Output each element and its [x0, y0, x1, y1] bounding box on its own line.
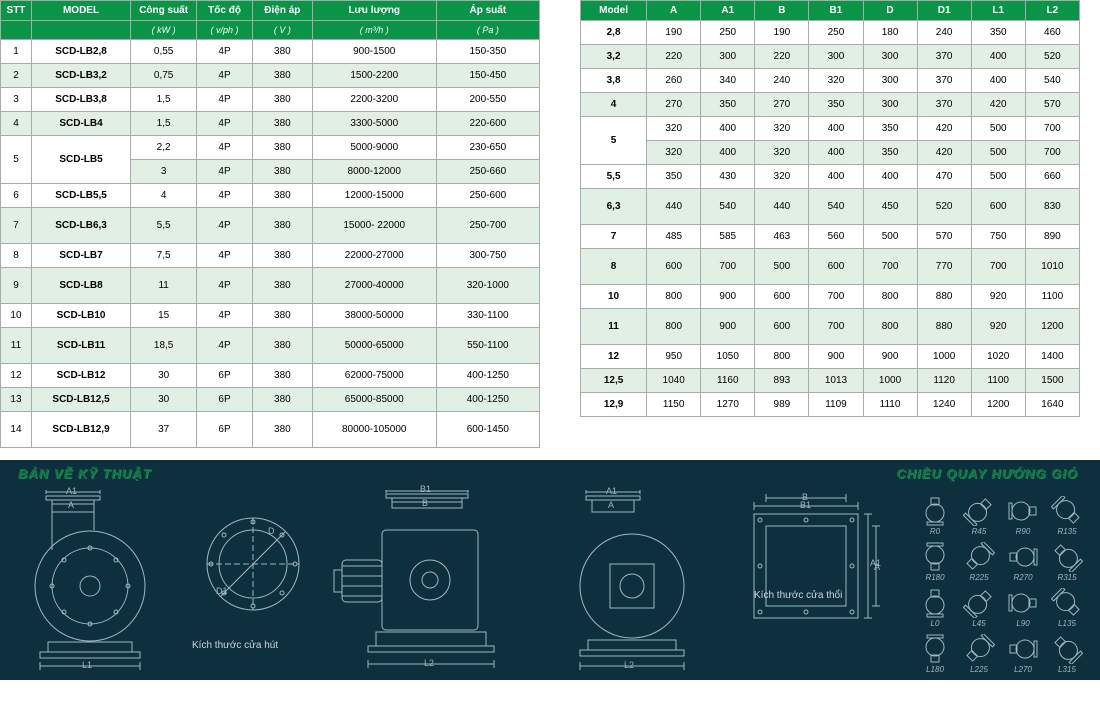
rotation-icon: R180 — [916, 542, 954, 584]
rotation-icon: R0 — [916, 496, 954, 538]
rotation-icon: L135 — [1048, 588, 1086, 630]
specs-table: STTMODELCông suấtTốc độĐiện ápLưu lượngÁ… — [0, 0, 540, 448]
drawing-front-view: A1 A L1 — [18, 490, 188, 670]
col-header: A1 — [701, 1, 755, 21]
rotation-icon: R315 — [1048, 542, 1086, 584]
col-header: STT — [1, 1, 32, 21]
rotation-icon: L45 — [960, 588, 998, 630]
col-header: B — [755, 1, 809, 21]
rotation-icon: L270 — [1004, 634, 1042, 676]
rotation-icon: L90 — [1004, 588, 1042, 630]
col-header: L1 — [971, 1, 1025, 21]
drawing-outlet: B1 B A1 A Kích thước cửa thổi — [740, 494, 880, 644]
rotation-icon: R135 — [1048, 496, 1086, 538]
rotation-icon: L0 — [916, 588, 954, 630]
col-header: Tốc độ — [197, 1, 253, 21]
col-header: Lưu lượng — [312, 1, 436, 21]
rotation-icon: L225 — [960, 634, 998, 676]
drawing-side-view: B1 B L2 — [320, 490, 530, 670]
col-header: Model — [581, 1, 647, 21]
drawing-front-view-2: A1 A L2 — [552, 490, 722, 670]
rotation-icon: R45 — [960, 496, 998, 538]
outlet-caption: Kích thước cửa thổi — [754, 590, 864, 601]
rotation-icon: R90 — [1004, 496, 1042, 538]
drawing-inlet: D D1 Kích thước cửa hút — [198, 508, 308, 638]
col-header: Điện áp — [252, 1, 312, 21]
col-header: L2 — [1025, 1, 1079, 21]
rotation-icon: R270 — [1004, 542, 1042, 584]
inlet-caption: Kích thước cửa hút — [192, 640, 278, 651]
col-header: B1 — [809, 1, 863, 21]
col-header: MODEL — [31, 1, 130, 21]
col-header: D — [863, 1, 917, 21]
col-header: D1 — [917, 1, 971, 21]
rotation-icon: R225 — [960, 542, 998, 584]
technical-drawing-panel: BẢN VẼ KỸ THUẬT CHIỀU QUAY HƯỚNG GIÓ — [0, 460, 1100, 680]
rotation-icons-grid: R0 R45 R90 R135 R180 R225 — [916, 496, 1086, 676]
rotation-icon: L180 — [916, 634, 954, 676]
dimensions-table: ModelAA1BB1DD1L1L2 2,8190250190250180240… — [580, 0, 1080, 417]
drawing-title-left: BẢN VẼ KỸ THUẬT — [18, 466, 151, 481]
drawing-title-right: CHIỀU QUAY HƯỚNG GIÓ — [896, 466, 1078, 481]
col-header: Công suất — [131, 1, 197, 21]
rotation-icon: L315 — [1048, 634, 1086, 676]
col-header: A — [647, 1, 701, 21]
col-header: Áp suất — [436, 1, 539, 21]
